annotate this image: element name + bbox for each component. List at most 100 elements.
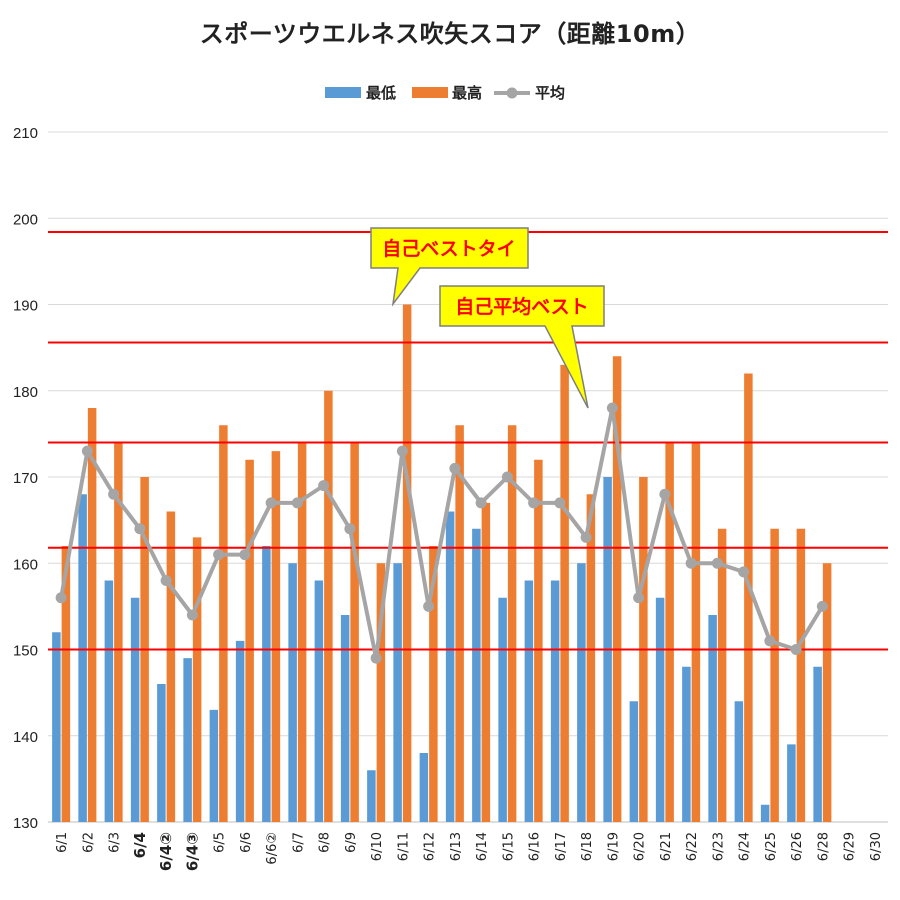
chart-title: スポーツウエルネス吹矢スコア（距離10m） — [199, 20, 701, 48]
y-tick-label: 160 — [13, 556, 38, 573]
x-tick-label: 6/4③ — [183, 832, 201, 871]
bar-max — [534, 459, 543, 822]
bar-min — [183, 658, 192, 822]
bar-min — [472, 528, 481, 822]
bar-min — [445, 511, 455, 822]
bar-max — [114, 442, 123, 822]
average-point — [606, 402, 618, 414]
legend-label-max: 最高 — [452, 84, 482, 102]
x-tick-label: 6/15 — [501, 832, 516, 861]
x-tick-label: 6/7 — [291, 832, 306, 853]
average-point — [55, 592, 67, 604]
x-tick-label: 6/20 — [633, 832, 648, 861]
callout-avg-best-bubble — [439, 285, 605, 409]
x-tick-label: 6/5 — [213, 832, 228, 853]
bar-min — [655, 597, 665, 822]
x-tick-label: 6/13 — [449, 832, 464, 861]
bar-min — [524, 580, 534, 822]
bar-min — [787, 744, 796, 822]
bar-min — [235, 640, 245, 822]
x-tick-label: 6/10 — [370, 832, 385, 861]
average-point — [265, 497, 277, 509]
bar-max — [350, 442, 359, 822]
bar-min — [262, 546, 271, 822]
x-tick-label: 6/30 — [869, 832, 884, 861]
bar-max — [324, 390, 333, 822]
bar-min — [209, 709, 219, 822]
bar-max — [586, 494, 596, 822]
callout-avg-best-text: 自己平均ベスト — [455, 295, 588, 318]
x-tick-label: 6/28 — [816, 832, 831, 861]
bar-min — [78, 494, 87, 822]
average-point — [108, 488, 120, 500]
average-point — [186, 609, 198, 621]
average-point — [528, 497, 540, 509]
x-tick-label: 6/3 — [108, 832, 123, 853]
x-tick-label: 6/24 — [738, 832, 753, 861]
bar-max — [455, 425, 464, 822]
y-axis: 130 140 150 160 170 180 190 200 210 — [13, 125, 888, 832]
bar-min — [577, 563, 586, 822]
bar-max — [192, 537, 202, 822]
average-point — [475, 497, 487, 509]
x-tick-label: 6/18 — [580, 832, 595, 861]
x-tick-label: 6/4 — [131, 832, 149, 858]
x-tick-label: 6/6 — [239, 832, 254, 853]
average-point — [344, 523, 356, 535]
x-tick-label: 6/1 — [55, 832, 70, 853]
legend-marker-avg — [506, 87, 518, 99]
average-point — [659, 488, 671, 500]
callout-best-tie-text: 自己ベストタイ — [382, 237, 515, 260]
bar-max — [245, 459, 254, 822]
average-point — [711, 557, 723, 569]
average-line — [59, 406, 825, 661]
bar-min — [314, 580, 324, 822]
average-point — [738, 566, 750, 578]
average-point — [213, 549, 225, 561]
x-tick-label: 6/29 — [843, 832, 858, 861]
bar-min — [708, 615, 717, 822]
y-tick-label: 180 — [13, 384, 38, 401]
bar-max — [612, 356, 622, 822]
bar-min — [288, 563, 297, 822]
x-axis: 6/1 6/2 6/3 6/4 6/4② 6/4③ 6/5 6/6 6/6② 6/7 6/8 6/9 6… — [55, 832, 884, 871]
bar-min — [52, 632, 61, 822]
bar-max — [822, 563, 832, 822]
x-tick-label: 6/25 — [764, 832, 779, 861]
average-point — [134, 523, 146, 535]
y-tick-label: 140 — [13, 729, 38, 746]
bar-max — [402, 304, 412, 822]
legend-swatch-min — [325, 87, 361, 98]
bar-max — [429, 546, 438, 822]
bar-min — [340, 615, 350, 822]
average-point — [501, 471, 513, 483]
bar-min — [393, 563, 402, 822]
x-tick-label: 6/17 — [554, 832, 569, 861]
average-point — [449, 462, 461, 474]
x-tick-label: 6/2 — [81, 832, 96, 853]
bar-max — [665, 442, 674, 822]
average-point — [790, 644, 802, 655]
x-tick-label: 6/14 — [475, 832, 490, 861]
bar-max — [271, 451, 281, 822]
x-tick-label: 6/4② — [157, 832, 175, 871]
average-point — [633, 592, 645, 604]
x-tick-label: 6/8 — [318, 832, 333, 853]
legend: 最低 最高 平均 — [325, 84, 565, 102]
average-point — [554, 497, 566, 509]
x-tick-label: 6/26 — [790, 832, 805, 861]
bar-max — [481, 502, 491, 822]
bar-max — [796, 528, 806, 822]
x-tick-label: 6/16 — [528, 832, 543, 861]
bar-min — [367, 770, 376, 822]
legend-label-avg: 平均 — [535, 84, 565, 102]
bar-max — [744, 373, 753, 822]
bar-min — [130, 597, 140, 822]
x-tick-label: 6/6② — [265, 832, 280, 865]
average-point — [764, 635, 776, 647]
average-point — [370, 652, 382, 664]
average-point — [239, 549, 251, 561]
bar-max — [219, 425, 228, 822]
